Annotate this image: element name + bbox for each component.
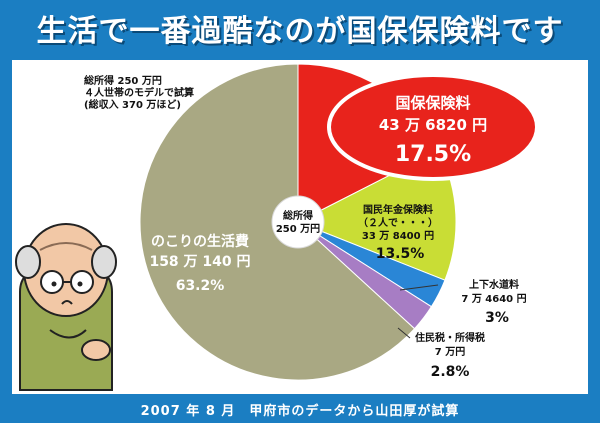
nenkin-percent-label: 13.5% bbox=[376, 246, 425, 262]
leader-lines bbox=[397, 284, 439, 339]
water-name-label: 上下水道料 bbox=[469, 278, 519, 291]
nenkin-amount-label: 33 万 8400 円 bbox=[362, 230, 434, 242]
remaining-name-label: のこりの生活費 bbox=[151, 233, 249, 250]
tax-percent-label: 2.8% bbox=[431, 364, 470, 380]
water-percent-label: 3% bbox=[485, 310, 509, 326]
center-circle bbox=[271, 195, 325, 249]
source-footer: 2007 年 8 月 甲府市のデータから山田厚が試算 bbox=[140, 404, 460, 419]
remaining-percent-label: 63.2% bbox=[176, 278, 225, 294]
water-leader-line bbox=[399, 284, 439, 291]
center-label-line: 250 万円 bbox=[276, 223, 320, 235]
nenkin-sub-label: （２人で・・・） bbox=[358, 216, 438, 229]
model-note: 総所得 250 万円 ４人世帯のモデルで試算 (総収入 370 万ほど) bbox=[84, 76, 194, 112]
kokuho-name-label: 国保保険料 bbox=[395, 94, 470, 112]
water-amount-label: 7 万 4640 円 bbox=[461, 293, 526, 305]
tax-amount-label: 7 万円 bbox=[435, 346, 465, 358]
center-label-line: 総所得 bbox=[283, 209, 313, 222]
note-line: (総収入 370 万ほど) bbox=[84, 100, 181, 111]
remaining-amount-label: 158 万 140 円 bbox=[149, 254, 250, 270]
note-line: 総所得 250 万円 bbox=[84, 76, 162, 87]
tax-leader-line bbox=[397, 327, 411, 339]
page-title: 生活で一番過酷なのが国保保険料です bbox=[36, 14, 564, 49]
nenkin-name-label: 国民年金保険料 bbox=[363, 203, 433, 216]
tax-name-label: 住民税・所得税 bbox=[415, 331, 485, 344]
kokuho-callout-ellipse bbox=[327, 73, 539, 181]
old-man-illustration bbox=[15, 223, 117, 391]
kokuho-amount-label: 43 万 6820 円 bbox=[379, 116, 487, 134]
note-line: ４人世帯のモデルで試算 bbox=[84, 88, 194, 99]
kokuho-percent-label: 17.5% bbox=[395, 142, 471, 167]
